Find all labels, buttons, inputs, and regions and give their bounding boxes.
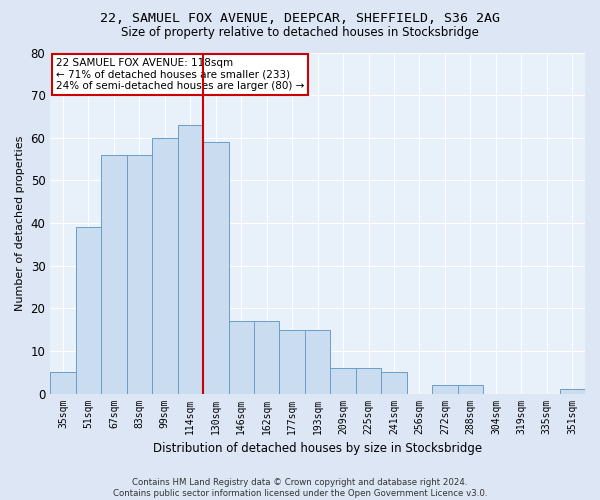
Bar (203, 142, 229, 394)
Bar (254, 321, 280, 394)
Y-axis label: Number of detached properties: Number of detached properties (15, 136, 25, 310)
Bar (229, 321, 254, 394)
Bar (280, 330, 305, 394)
Text: Size of property relative to detached houses in Stocksbridge: Size of property relative to detached ho… (121, 26, 479, 39)
Bar (152, 138, 178, 394)
Bar (382, 372, 407, 394)
Bar (101, 155, 127, 394)
Bar (560, 390, 585, 394)
X-axis label: Distribution of detached houses by size in Stocksbridge: Distribution of detached houses by size … (153, 442, 482, 455)
Bar (331, 368, 356, 394)
Bar (50, 372, 76, 394)
Bar (178, 125, 203, 394)
Text: 22, SAMUEL FOX AVENUE, DEEPCAR, SHEFFIELD, S36 2AG: 22, SAMUEL FOX AVENUE, DEEPCAR, SHEFFIEL… (100, 12, 500, 26)
Bar (356, 368, 382, 394)
Bar (432, 385, 458, 394)
Bar (76, 228, 101, 394)
Bar (127, 155, 152, 394)
Text: Contains HM Land Registry data © Crown copyright and database right 2024.
Contai: Contains HM Land Registry data © Crown c… (113, 478, 487, 498)
Bar (305, 330, 331, 394)
Text: 22 SAMUEL FOX AVENUE: 118sqm
← 71% of detached houses are smaller (233)
24% of s: 22 SAMUEL FOX AVENUE: 118sqm ← 71% of de… (56, 58, 304, 92)
Bar (458, 385, 483, 394)
